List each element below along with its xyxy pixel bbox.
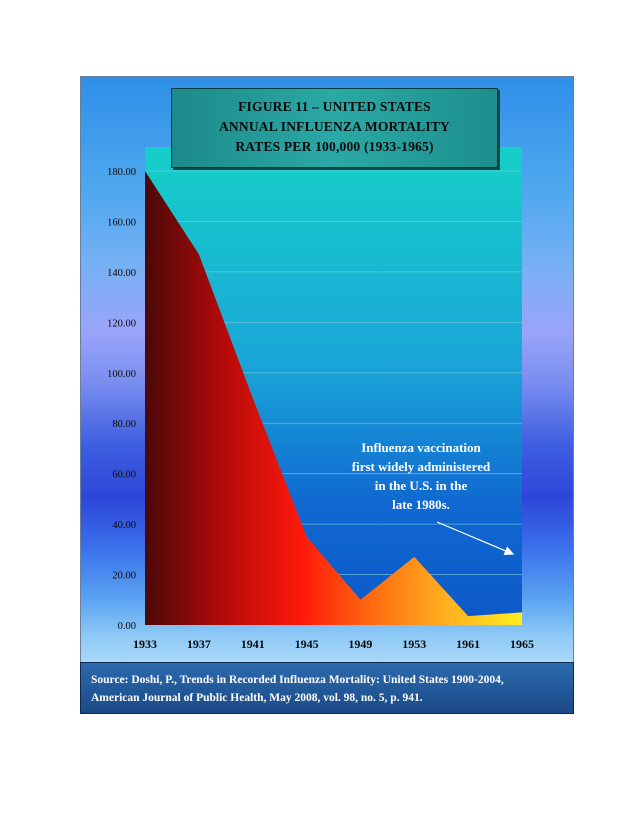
y-tick-label: 0.00 — [118, 621, 136, 632]
y-tick-label: 40.00 — [112, 520, 136, 531]
y-tick-label: 60.00 — [112, 470, 136, 481]
title-line-2: ANNUAL INFLUENZA MORTALITY — [218, 119, 450, 134]
annotation-line: in the U.S. in the — [375, 478, 468, 493]
y-tick-label: 100.00 — [107, 369, 136, 380]
y-tick-label: 140.00 — [107, 268, 136, 279]
y-tick-label: 120.00 — [107, 318, 136, 329]
y-tick-label: 80.00 — [112, 419, 136, 430]
annotation-arrow — [436, 521, 515, 556]
chart-title-box: FIGURE 11 – UNITED STATES ANNUAL INFLUEN… — [171, 88, 498, 168]
source-box: Source: Doshi, P., Trends in Recorded In… — [80, 662, 574, 714]
title-line-3: RATES PER 100,000 (1933-1965) — [235, 139, 434, 154]
x-tick-label: 1937 — [187, 637, 211, 651]
mortality-area — [145, 171, 522, 625]
x-tick-label: 1941 — [241, 637, 265, 651]
title-line-1: FIGURE 11 – UNITED STATES — [238, 99, 431, 114]
x-tick-label: 1965 — [510, 637, 534, 651]
x-tick-label: 1953 — [402, 637, 426, 651]
x-axis-labels: 1933 1937 1941 1945 1949 1953 1961 1965 — [133, 637, 534, 651]
y-tick-label: 160.00 — [107, 217, 136, 228]
x-tick-label: 1949 — [348, 637, 372, 651]
annotation-line: Influenza vaccination — [361, 440, 481, 455]
x-tick-label: 1961 — [456, 637, 480, 651]
annotation: Influenza vaccination first widely admini… — [352, 440, 491, 512]
y-tick-label: 20.00 — [112, 571, 136, 582]
y-tick-label: 180.00 — [107, 167, 136, 178]
source-line-2: American Journal of Public Health, May 2… — [91, 692, 423, 704]
x-tick-label: 1933 — [133, 637, 157, 651]
source-line-1: Source: Doshi, P., Trends in Recorded In… — [91, 674, 504, 686]
annotation-line: first widely administered — [352, 459, 491, 474]
x-tick-label: 1945 — [295, 637, 319, 651]
annotation-line: late 1980s. — [392, 497, 450, 512]
y-axis-labels: 0.00 20.00 40.00 60.00 80.00 100.00 120.00 140.… — [107, 167, 136, 632]
